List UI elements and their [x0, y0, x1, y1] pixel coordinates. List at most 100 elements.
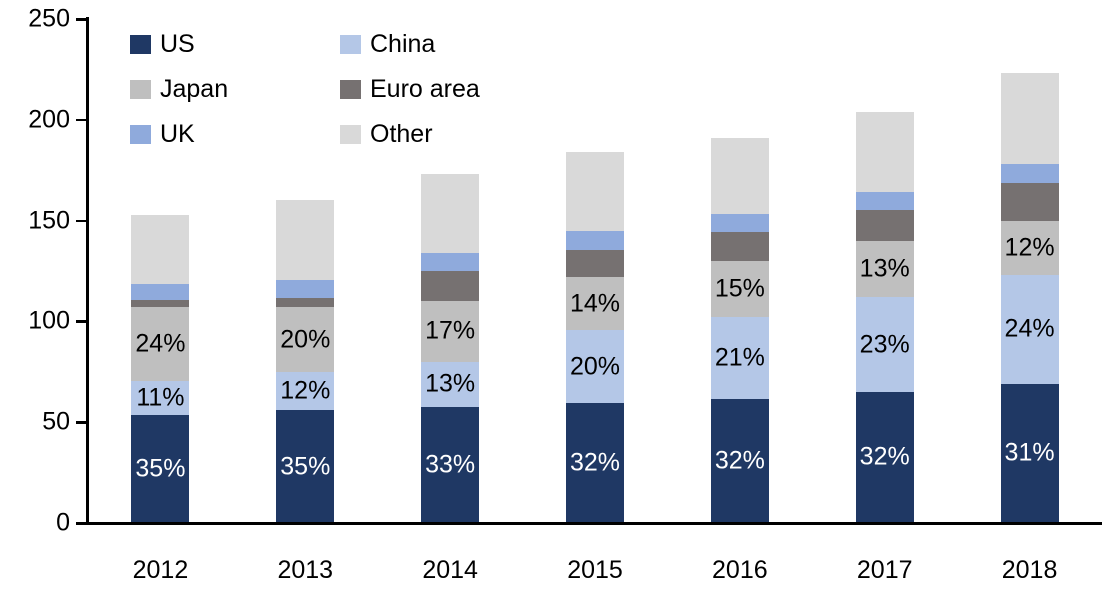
bar-segment-euro-area [276, 298, 335, 308]
y-axis-tick [76, 421, 86, 424]
x-axis-line [76, 522, 1102, 525]
bar-data-label: 21% [714, 343, 765, 372]
bar-data-label: 13% [425, 369, 476, 398]
legend: US China Japan Euro area UK Other [130, 22, 480, 157]
bar-data-label: 14% [569, 289, 621, 318]
x-axis-tick-label: 2014 [422, 556, 478, 584]
bar-data-label: 17% [425, 316, 476, 345]
bar-segment-china [276, 371, 335, 411]
bar-segment-japan [131, 307, 190, 381]
bar-segment-euro-area [855, 209, 914, 241]
legend-swatch-icon [130, 80, 151, 99]
bar-segment-uk [421, 252, 480, 271]
legend-label: Euro area [370, 75, 480, 103]
bar-data-label: 20% [569, 352, 621, 381]
bar-data-label: 32% [859, 442, 910, 471]
y-axis-tick [76, 18, 86, 21]
y-axis-tick-label: 0 [56, 508, 70, 537]
bar-segment-us [421, 407, 480, 523]
legend-entry-other: Other [340, 122, 480, 147]
bar-segment-other [276, 200, 335, 281]
legend-swatch-icon [340, 125, 361, 144]
legend-swatch-icon [130, 125, 151, 144]
bar-segment-other [855, 111, 914, 193]
bar-segment-china [566, 330, 624, 404]
bar-segment-us [566, 403, 624, 523]
bar-segment-euro-area [710, 231, 769, 261]
bar-segment-china [855, 297, 914, 392]
bar-data-label: 24% [1004, 314, 1055, 343]
legend-label: UK [160, 120, 195, 148]
y-axis-tick-label: 50 [42, 407, 70, 436]
bar-segment-other [710, 137, 769, 214]
bar-segment-other [1000, 73, 1059, 165]
bar-segment-china [421, 361, 480, 408]
legend-entry-china: China [340, 32, 480, 57]
bar-segment-japan [276, 307, 335, 372]
bar-data-label: 15% [714, 274, 765, 303]
bar-segment-euro-area [421, 271, 480, 302]
bar-data-label: 35% [280, 452, 331, 481]
legend-label: China [370, 30, 436, 58]
x-axis-tick-label: 2013 [277, 556, 334, 584]
bar-data-label: 32% [569, 448, 621, 477]
bar-segment-japan [421, 301, 480, 362]
bar-data-label: 12% [1004, 233, 1055, 262]
y-axis-tick-label: 250 [28, 4, 70, 33]
legend-swatch-icon [340, 80, 361, 99]
y-axis-tick-label: 200 [28, 105, 70, 134]
legend-swatch-icon [130, 35, 151, 54]
legend-entry-japan: Japan [130, 77, 340, 102]
bar-segment-china [1000, 275, 1059, 384]
legend-label: Japan [160, 75, 229, 103]
y-axis-line [86, 17, 89, 524]
bar-segment-other [131, 214, 190, 285]
bar-segment-china [131, 380, 190, 416]
x-axis-tick-label: 2017 [856, 556, 913, 584]
bar-segment-other [566, 152, 624, 231]
legend-entry-uk: UK [130, 122, 340, 147]
bar-segment-uk [1000, 164, 1059, 184]
bar-segment-china [710, 317, 769, 399]
bar-segment-japan [710, 260, 769, 318]
legend-label: Other [370, 120, 433, 148]
x-axis-tick-label: 2016 [712, 556, 768, 584]
bar-data-label: 11% [136, 383, 185, 412]
legend-entry-us: US [130, 32, 340, 57]
bar-segment-uk [566, 230, 624, 250]
y-axis-tick [76, 320, 86, 323]
bar-data-label: 13% [859, 254, 910, 283]
y-axis-tick-label: 100 [28, 306, 70, 335]
bar-segment-us [710, 399, 769, 523]
bar-segment-euro-area [1000, 183, 1059, 221]
bar-segment-uk [710, 213, 769, 232]
bar-data-label: 12% [280, 376, 331, 405]
bar-data-label: 32% [714, 446, 765, 475]
legend-swatch-icon [340, 35, 361, 54]
legend-entry-euro-area: Euro area [340, 77, 480, 102]
bar-segment-japan [566, 277, 624, 331]
x-axis-tick-label: 2015 [567, 556, 623, 584]
bar-data-label: 23% [859, 330, 910, 359]
bar-segment-us [1000, 383, 1059, 523]
bar-segment-japan [1000, 220, 1059, 276]
x-axis-tick-label: 2012 [132, 556, 189, 584]
bar-segment-us [276, 410, 335, 523]
x-axis-tick-label: 2018 [1001, 556, 1058, 584]
bar-segment-uk [131, 284, 190, 301]
y-axis-tick [76, 118, 86, 122]
y-axis-tick-label: 150 [28, 206, 70, 235]
y-axis-tick [76, 219, 86, 223]
bar-segment-euro-area [131, 300, 190, 308]
bar-segment-us [855, 391, 914, 523]
bar-data-label: 24% [135, 329, 186, 358]
bar-data-label: 35% [135, 454, 186, 483]
legend-label: US [160, 30, 195, 58]
bar-segment-uk [276, 280, 335, 299]
bar-segment-euro-area [566, 249, 624, 278]
bar-segment-other [421, 174, 480, 253]
bar-data-label: 20% [280, 325, 331, 354]
bar-data-label: 33% [425, 450, 476, 479]
bar-segment-us [131, 415, 190, 523]
